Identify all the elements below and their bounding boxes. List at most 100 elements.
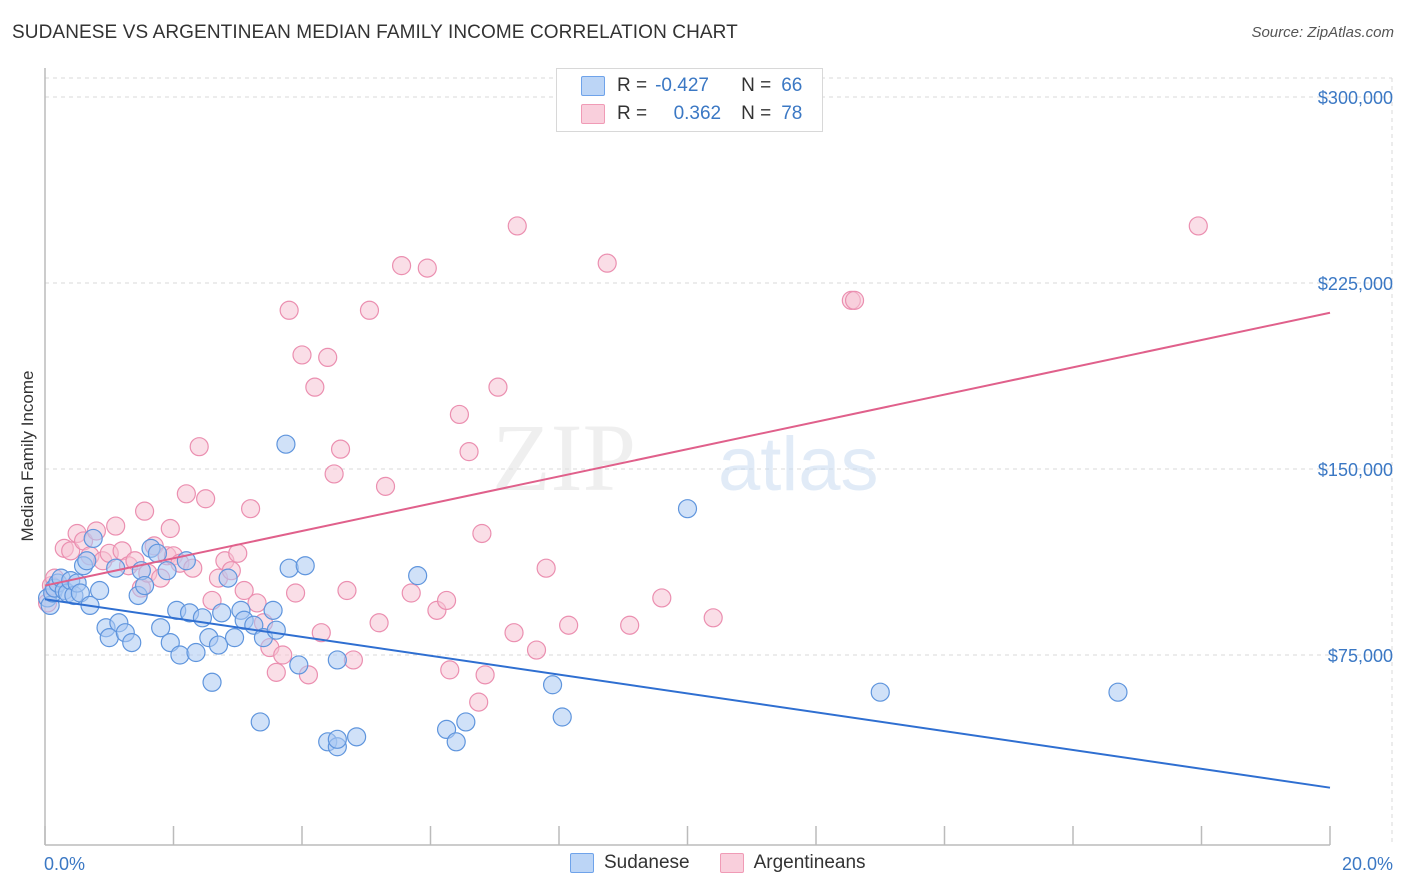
sudanese-point: [289, 655, 309, 675]
sudanese-point: [170, 645, 190, 665]
argentineans-point: [401, 583, 421, 603]
legend-row-sudanese: R = -0.427 N = 66: [557, 72, 802, 100]
argentineans-point: [266, 662, 286, 682]
sudanese-point: [263, 600, 283, 620]
y-tick-label: $75,000: [1328, 646, 1393, 666]
argentineans-point: [488, 377, 508, 397]
x-tick-label: 0.0%: [44, 854, 85, 874]
legend-swatch-pink: [581, 104, 605, 124]
sudanese-point: [279, 558, 299, 578]
sudanese-point: [151, 618, 171, 638]
legend-r-label: R =: [617, 75, 648, 96]
argentineans-point: [318, 347, 338, 367]
argentineans-point: [176, 484, 196, 504]
argentineans-point: [391, 256, 412, 276]
argentineans-point: [228, 543, 248, 563]
argentineans-points: [37, 216, 1208, 712]
argentineans-point: [292, 345, 312, 365]
argentineans-point: [375, 476, 396, 496]
argentineans-point: [279, 300, 299, 320]
sudanese-point: [1108, 682, 1128, 702]
sudanese-point: [122, 632, 142, 653]
legend-n-label: N =: [741, 75, 772, 96]
sudanese-point: [250, 712, 270, 732]
argentineans-point: [417, 258, 437, 278]
sudanese-point: [327, 729, 347, 749]
sudanese-point: [90, 580, 110, 601]
argentineans-point: [652, 588, 672, 608]
argentineans-point: [343, 650, 363, 670]
argentineans-point: [536, 558, 556, 578]
watermark: ZIP atlas: [492, 404, 879, 511]
argentineans-point: [234, 580, 254, 601]
sudanese-points: [37, 434, 1128, 757]
argentineans-point: [369, 613, 389, 633]
sudanese-point: [208, 635, 229, 655]
sudanese-point: [542, 675, 563, 695]
sudanese-point: [456, 712, 476, 732]
series-legend: Sudanese Argentineans: [570, 852, 866, 874]
argentineans-point: [337, 580, 357, 601]
sudanese-trend-line: [44, 598, 1331, 789]
legend-swatch-sudanese: [570, 853, 594, 873]
argentineans-point: [61, 541, 81, 561]
sudanese-point: [276, 434, 296, 454]
legend-row-argentineans: R = 0.362 N = 78: [557, 100, 802, 128]
legend-label-sudanese: Sudanese: [604, 852, 690, 873]
sudanese-point: [408, 566, 428, 586]
sudanese-point: [218, 568, 238, 588]
argentineans-point: [311, 623, 331, 643]
sudanese-point: [347, 727, 367, 747]
argentineans-point: [134, 501, 155, 521]
legend-r-value: 0.362: [673, 103, 722, 124]
argentineans-point: [459, 442, 479, 462]
sudanese-point: [677, 499, 698, 519]
argentineans-trend-line: [44, 311, 1331, 587]
argentineans-point: [305, 377, 325, 397]
trend-lines: [44, 311, 1331, 789]
tick-labels: $75,000 $150,000 $225,000 $300,000 0.0% 20.0%: [44, 88, 1393, 874]
y-tick-label: $150,000: [1318, 460, 1393, 480]
argentineans-point: [597, 253, 617, 273]
argentineans-point: [559, 615, 579, 635]
argentineans-point: [241, 499, 261, 519]
sudanese-point: [295, 556, 315, 576]
argentineans-point: [330, 439, 351, 459]
sudanese-point: [77, 551, 97, 571]
legend-r-value: -0.427: [655, 75, 709, 96]
sudanese-point: [552, 707, 572, 727]
sudanese-point: [134, 575, 155, 596]
argentineans-point: [285, 583, 306, 603]
chart-source: Source: ZipAtlas.com: [1251, 24, 1394, 41]
sudanese-point: [83, 528, 103, 549]
sudanese-point: [266, 620, 286, 640]
argentineans-point: [844, 290, 865, 310]
sudanese-point: [224, 628, 245, 648]
sudanese-point: [327, 650, 347, 670]
argentineans-point: [324, 464, 344, 484]
argentineans-point: [359, 300, 380, 320]
argentineans-point: [703, 608, 723, 628]
argentineans-point: [526, 640, 547, 660]
argentineans-point: [449, 404, 470, 425]
watermark-atlas: atlas: [718, 422, 879, 507]
argentineans-point: [273, 645, 293, 665]
sudanese-point: [186, 642, 206, 663]
argentineans-point: [475, 665, 495, 685]
argentineans-point: [469, 692, 489, 712]
legend-swatch-blue: [581, 76, 605, 96]
y-tick-label: $300,000: [1318, 88, 1393, 108]
sudanese-point: [212, 603, 232, 623]
legend-n-label: N =: [741, 103, 772, 124]
argentineans-point: [247, 593, 267, 613]
argentineans-point: [106, 516, 126, 536]
legend-swatch-argentineans: [719, 853, 744, 873]
legend-label-argentineans: Argentineans: [753, 852, 866, 873]
correlation-legend: R = -0.427 N = 66 R = 0.362 N = 78: [556, 68, 823, 132]
legend-r-label: R =: [617, 103, 648, 124]
y-tick-label: $225,000: [1318, 274, 1393, 294]
watermark-zip: ZIP: [492, 404, 636, 511]
chart-title: SUDANESE VS ARGENTINEAN MEDIAN FAMILY IN…: [12, 22, 738, 43]
legend-n-value: 66: [781, 75, 803, 96]
argentineans-point: [160, 518, 180, 539]
